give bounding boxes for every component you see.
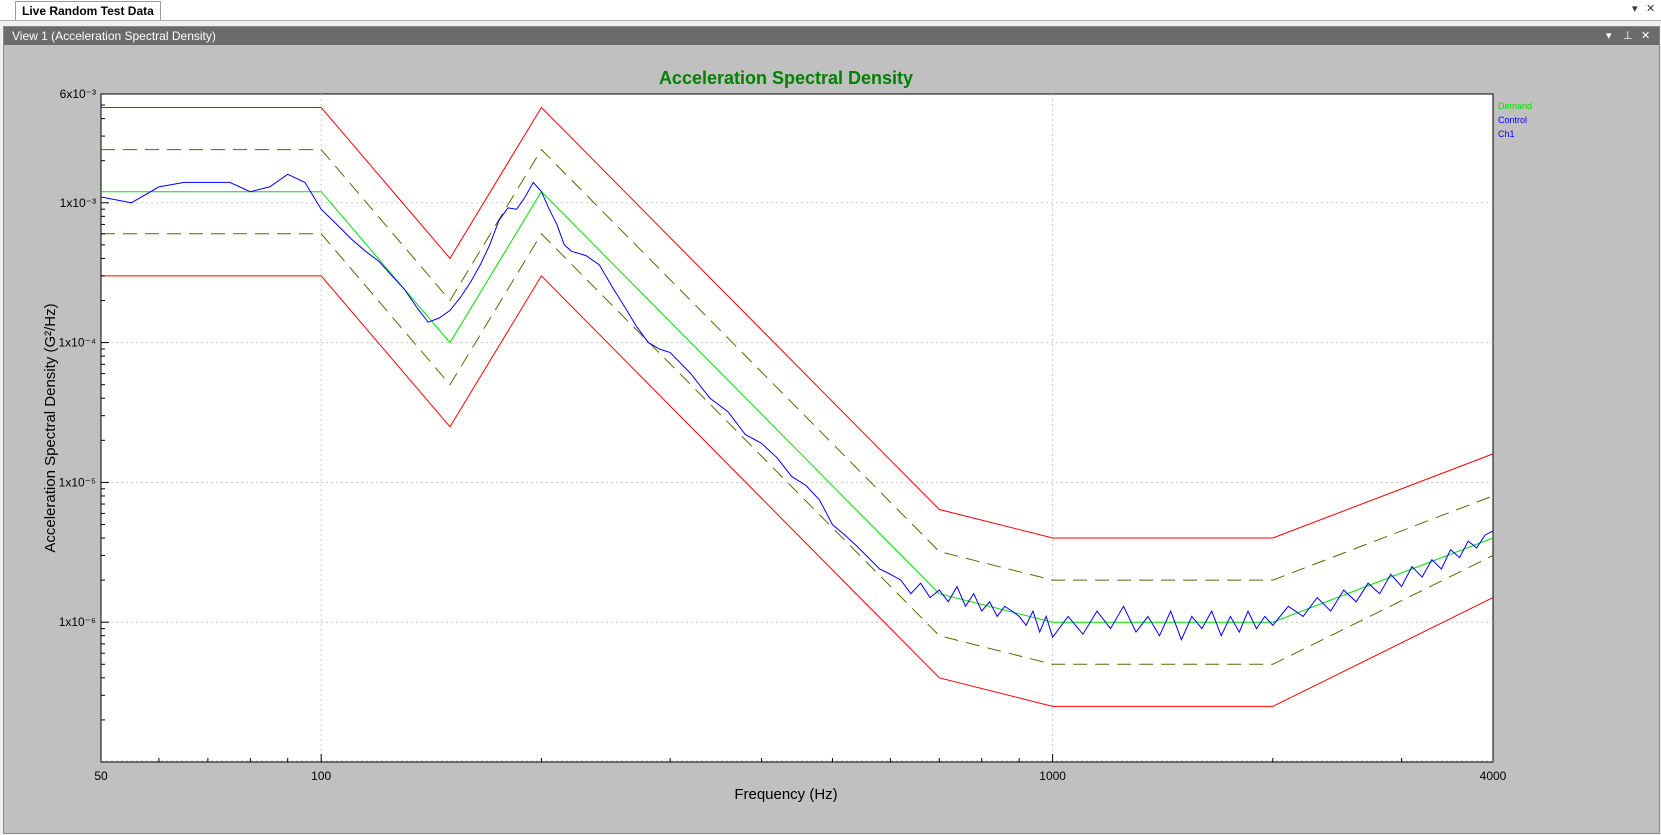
view-title-bar: View 1 (Acceleration Spectral Density) ▾… bbox=[4, 27, 1659, 45]
x-tick-label: 1000 bbox=[1039, 769, 1066, 783]
legend-item-control: Control bbox=[1498, 115, 1527, 125]
document-tab-strip: Live Random Test Data ▾ ✕ bbox=[0, 0, 1661, 21]
series-line-demand bbox=[101, 190, 1494, 623]
series-line-abort-upper bbox=[101, 106, 1494, 539]
y-tick-label: 1x10⁻⁶ bbox=[59, 615, 96, 629]
x-tick-label: 100 bbox=[311, 769, 331, 783]
view-title: View 1 (Acceleration Spectral Density) bbox=[12, 29, 216, 43]
tab-close-icon[interactable]: ✕ bbox=[1646, 3, 1656, 15]
y-axis-label: Acceleration Spectral Density (G²/Hz) bbox=[42, 303, 59, 552]
series-line-abort-lower bbox=[101, 275, 1494, 707]
legend-item-demand: Demand bbox=[1498, 101, 1532, 111]
view-window: View 1 (Acceleration Spectral Density) ▾… bbox=[3, 26, 1660, 834]
asd-chart: Acceleration Spectral Density 50 100 1000 4… bbox=[42, 68, 1532, 803]
series-line-control bbox=[100, 173, 1494, 642]
axis-layer: 50 100 1000 4000 6x10⁻³ 1x10⁻³ 1x10⁻⁴ 1x10⁻⁵ 1x1… bbox=[58, 87, 1506, 783]
tab-menu-icon[interactable]: ▾ bbox=[1632, 3, 1638, 15]
series-line-alarm-lower bbox=[101, 232, 1494, 665]
x-axis-label: Frequency (Hz) bbox=[734, 786, 837, 803]
view-menu-icon[interactable]: ▾ bbox=[1606, 30, 1612, 42]
legend-item-ch1: Ch1 bbox=[1498, 129, 1515, 139]
y-tick-label: 1x10⁻⁴ bbox=[58, 336, 96, 350]
plot-area bbox=[100, 93, 1494, 763]
view-pin-icon[interactable]: ⊥ bbox=[1623, 30, 1633, 42]
y-tick-label: 6x10⁻³ bbox=[60, 87, 96, 101]
y-tick-label: 1x10⁻⁵ bbox=[59, 475, 96, 489]
x-tick-label: 4000 bbox=[1480, 769, 1507, 783]
x-tick-label: 50 bbox=[94, 769, 108, 783]
y-tick-label: 1x10⁻³ bbox=[60, 196, 96, 210]
series-line-alarm-upper bbox=[101, 148, 1494, 581]
view-close-icon[interactable]: ✕ bbox=[1641, 30, 1651, 42]
chart-title: Acceleration Spectral Density bbox=[659, 68, 913, 88]
legend: Demand Control Ch1 bbox=[1498, 101, 1532, 139]
tab-live-random-test-data[interactable]: Live Random Test Data bbox=[15, 1, 161, 20]
series-layer bbox=[100, 106, 1494, 707]
